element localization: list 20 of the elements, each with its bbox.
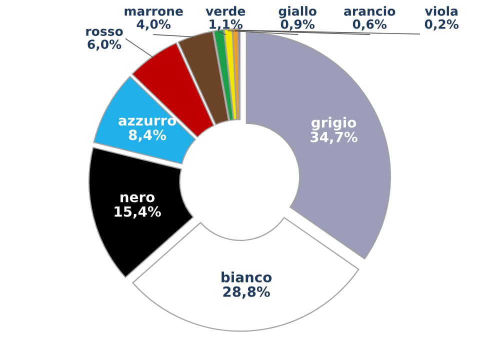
slice-label: verde: [206, 6, 246, 16]
slice-label: grigio: [312, 116, 356, 130]
data-label: 15,4%: [114, 206, 161, 219]
slice-label: rosso: [86, 28, 123, 36]
data-label: 4,0%: [136, 19, 171, 30]
data-label: 34,7%: [310, 132, 358, 144]
data-label: 0,9%: [280, 19, 315, 31]
slice-label: nero: [120, 194, 155, 202]
data-label: 6,0%: [88, 40, 122, 51]
data-label: 1,1%: [210, 19, 243, 30]
data-label: 8,4%: [128, 130, 166, 142]
data-label: 0,2%: [424, 19, 459, 30]
slice-label: bianco: [222, 272, 272, 282]
slice-label: viola: [424, 6, 458, 16]
data-label: 28,8%: [223, 286, 270, 299]
slice-label: azzurro: [118, 118, 176, 126]
slice-label: giallo: [278, 6, 316, 18]
data-label: 0,6%: [352, 19, 387, 30]
slice-label: arancio: [344, 6, 396, 16]
slice-label: marrone: [124, 8, 183, 16]
